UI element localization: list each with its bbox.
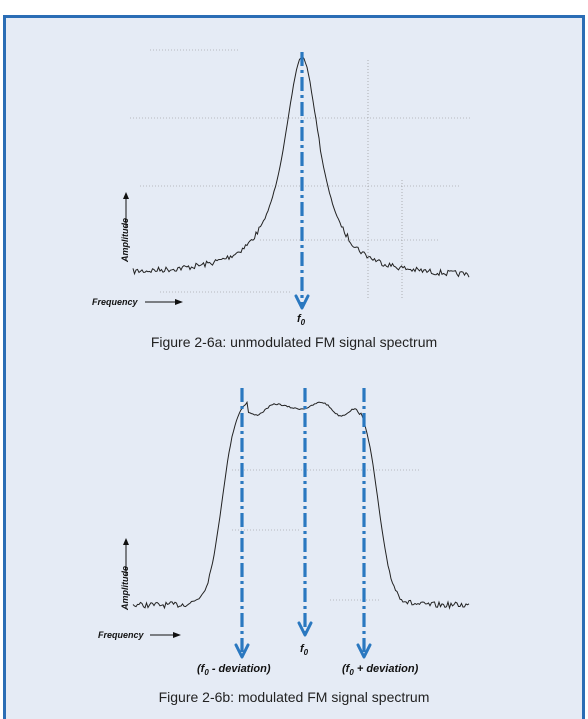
marker-label: f0	[297, 313, 306, 327]
arrowhead	[173, 632, 181, 638]
arrowhead	[175, 299, 183, 305]
arrowhead	[356, 643, 372, 659]
spectrum-curve	[132, 400, 470, 610]
x-axis-label: Frequency	[98, 630, 145, 640]
figure-panel	[3, 15, 585, 719]
arrowhead	[123, 538, 129, 545]
y-axis-label: Amplitude	[120, 566, 130, 611]
grid-b	[232, 469, 420, 601]
top-strip	[0, 0, 588, 16]
grid-a	[130, 49, 470, 300]
marker-label: f0	[300, 643, 309, 657]
caption: Figure 2-6b: modulated FM signal spectru…	[159, 689, 430, 705]
x-axis-label: Frequency	[92, 297, 139, 307]
arrowhead	[294, 294, 310, 310]
caption: Figure 2-6a: unmodulated FM signal spect…	[151, 334, 437, 350]
arrowhead	[297, 621, 313, 637]
arrowhead	[234, 643, 250, 659]
marker-label: (f0 + deviation)	[342, 663, 419, 677]
arrowhead	[123, 192, 129, 199]
marker-label: (f0 - deviation)	[197, 663, 271, 677]
y-axis-label: Amplitude	[120, 218, 130, 263]
